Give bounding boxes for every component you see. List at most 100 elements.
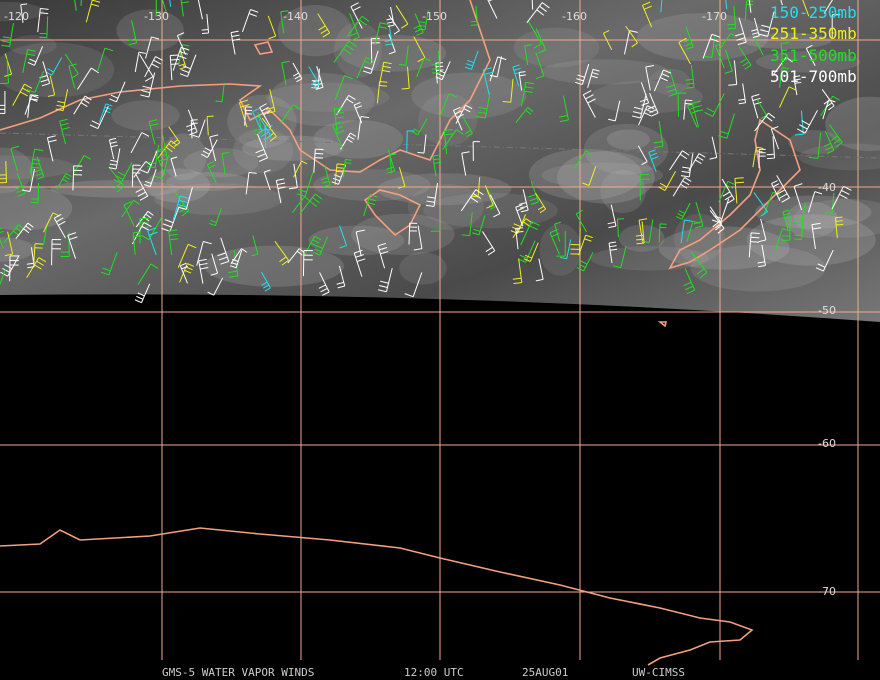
wind-barb xyxy=(109,81,126,103)
wind-barb xyxy=(304,235,322,256)
footer-date: 25AUG01 xyxy=(522,666,568,679)
barb-flag xyxy=(538,49,546,54)
barb-staff xyxy=(0,269,6,286)
barb-staff xyxy=(738,46,752,66)
barb-flag xyxy=(399,63,406,66)
barb-flag xyxy=(832,95,840,101)
barb-flag xyxy=(169,238,179,241)
barb-staff xyxy=(780,0,783,6)
wind-barb xyxy=(515,204,524,227)
cloud xyxy=(785,201,838,239)
barb-staff xyxy=(767,11,775,37)
wind-barb xyxy=(321,165,331,188)
barb-flag xyxy=(632,111,642,115)
barb-flag xyxy=(404,293,414,298)
barb-staff xyxy=(0,238,4,249)
barb-flag xyxy=(735,181,745,184)
barb-flag xyxy=(231,34,240,38)
barb-flag xyxy=(490,205,497,210)
barb-flag xyxy=(432,154,441,157)
wind-barb xyxy=(718,32,738,51)
barb-staff xyxy=(141,283,151,303)
barb-flag xyxy=(794,238,802,240)
barb-flag xyxy=(678,210,686,214)
wind-barb xyxy=(168,229,179,256)
barb-staff xyxy=(64,53,79,75)
barb-flag xyxy=(684,177,692,182)
wind-barb xyxy=(333,40,357,63)
wind-barb xyxy=(425,183,438,207)
wind-barb xyxy=(683,99,693,120)
barb-flag xyxy=(151,63,159,69)
barb-flag xyxy=(41,82,50,87)
cloud xyxy=(746,214,876,266)
barb-flag xyxy=(22,189,31,193)
wind-barb xyxy=(51,238,62,266)
barb-flag xyxy=(62,178,69,183)
barb-staff xyxy=(524,45,529,66)
barb-staff xyxy=(293,160,302,178)
barb-staff xyxy=(405,45,409,66)
barb-flag xyxy=(147,161,156,165)
barb-flag xyxy=(253,128,262,132)
barb-flag xyxy=(318,284,326,289)
barb-flag xyxy=(362,70,372,74)
barb-flag xyxy=(613,265,621,269)
wind-barb xyxy=(238,99,250,128)
barb-flag xyxy=(321,177,329,181)
barb-flag xyxy=(814,191,823,195)
barb-flag xyxy=(14,185,23,190)
wind-barb xyxy=(130,132,150,154)
wind-barb xyxy=(758,148,766,169)
barb-flag xyxy=(696,156,704,161)
barb-flag xyxy=(144,76,154,82)
wind-barb xyxy=(793,75,802,96)
barb-flag xyxy=(414,28,422,33)
barb-flag xyxy=(89,124,99,130)
barb-flag xyxy=(525,81,535,85)
barb-flag xyxy=(25,225,32,231)
barb-flag xyxy=(682,150,690,156)
barb-flag xyxy=(685,99,693,102)
barb-flag xyxy=(736,37,746,41)
barb-flag xyxy=(680,183,688,189)
barb-flag xyxy=(783,212,791,216)
barb-flag xyxy=(250,9,259,13)
wind-barb xyxy=(709,209,725,234)
barb-flag xyxy=(153,59,161,65)
barb-flag xyxy=(117,171,126,177)
barb-staff xyxy=(522,189,529,211)
cloud xyxy=(0,1,45,22)
wind-barb xyxy=(161,206,180,232)
barb-flag xyxy=(692,100,701,104)
barb-flag xyxy=(170,58,180,61)
barb-flag xyxy=(788,86,797,91)
wind-barb xyxy=(139,54,154,82)
barb-flag xyxy=(230,262,238,266)
barb-flag xyxy=(416,32,424,36)
wind-barb xyxy=(554,221,561,242)
barb-flag xyxy=(133,199,140,205)
wind-barb xyxy=(0,227,4,249)
wind-barb xyxy=(308,66,320,89)
barb-flag xyxy=(320,29,328,35)
barb-flag xyxy=(714,224,722,231)
wind-barb xyxy=(313,148,324,173)
barb-flag xyxy=(642,1,651,6)
wind-barb xyxy=(244,106,253,126)
cloud xyxy=(513,27,600,68)
wind-barb xyxy=(230,248,248,265)
barb-flag xyxy=(685,103,692,105)
barb-flag xyxy=(345,44,355,51)
barb-staff xyxy=(137,263,152,285)
barb-flag xyxy=(38,257,47,263)
wind-barb xyxy=(683,268,696,295)
barb-flag xyxy=(0,227,3,230)
barb-flag xyxy=(264,287,271,292)
barb-flag xyxy=(134,299,142,304)
barb-flag xyxy=(181,69,190,74)
wind-barb xyxy=(714,42,725,69)
wind-barb xyxy=(472,215,486,236)
barb-flag xyxy=(806,44,813,49)
wind-barb xyxy=(754,112,776,132)
